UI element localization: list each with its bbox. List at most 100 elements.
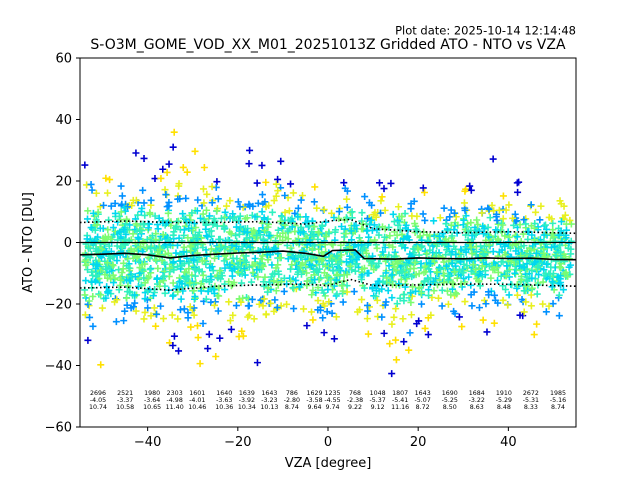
data-point [277, 302, 285, 310]
data-point [137, 281, 145, 289]
data-point [511, 269, 519, 277]
data-point [129, 230, 137, 238]
data-point [81, 291, 89, 299]
data-point [86, 254, 94, 262]
bin-std: 8.50 [443, 404, 457, 411]
data-point [501, 251, 509, 259]
data-point [98, 304, 106, 312]
data-point [516, 255, 524, 263]
data-point [460, 216, 468, 224]
bin-mean: -3.64 [144, 397, 160, 404]
data-point [425, 291, 433, 299]
data-point [468, 250, 476, 258]
data-point [350, 222, 358, 230]
data-point [246, 234, 254, 242]
data-point [272, 264, 280, 272]
data-point [313, 204, 321, 212]
data-point [239, 294, 247, 302]
data-point [339, 298, 347, 306]
data-point [303, 269, 311, 277]
data-point [89, 209, 97, 217]
data-point [522, 220, 530, 228]
data-point [274, 187, 282, 195]
data-point [191, 265, 199, 273]
data-point [332, 313, 340, 321]
data-point [406, 250, 414, 258]
data-point [190, 239, 198, 247]
data-point [273, 232, 281, 240]
data-point [304, 217, 312, 225]
bin-std: 9.22 [348, 404, 362, 411]
data-point [348, 208, 356, 216]
data-point [548, 243, 556, 251]
data-point [530, 245, 538, 253]
bin-std: 10.74 [89, 404, 107, 411]
data-point [166, 264, 174, 272]
data-point [112, 318, 120, 326]
data-point [553, 273, 561, 281]
data-point [170, 332, 178, 340]
data-point [363, 269, 371, 277]
data-point [205, 330, 213, 338]
data-point [557, 218, 565, 226]
data-point [208, 183, 216, 191]
data-point [170, 258, 178, 266]
data-point [339, 287, 347, 295]
data-point [401, 244, 409, 252]
data-point [511, 210, 519, 218]
data-point [235, 333, 243, 341]
data-point [371, 209, 379, 217]
data-point [342, 267, 350, 275]
data-point [398, 268, 406, 276]
data-point [225, 298, 233, 306]
data-point [253, 266, 261, 274]
data-point [221, 213, 229, 221]
data-point [370, 266, 378, 274]
data-point [147, 196, 155, 204]
data-point [225, 278, 233, 286]
data-point [81, 161, 89, 169]
data-point [207, 272, 215, 280]
data-point [452, 213, 460, 221]
data-point [453, 274, 461, 282]
data-point [115, 286, 123, 294]
bin-std: 10.46 [188, 404, 206, 411]
bin-mean: -4.55 [324, 397, 340, 404]
data-point [520, 287, 528, 295]
data-point [499, 192, 507, 200]
data-point [478, 209, 486, 217]
data-point [136, 264, 144, 272]
data-point [358, 209, 366, 217]
data-point [172, 249, 180, 257]
data-point [135, 235, 143, 243]
data-point [512, 240, 520, 248]
data-point [418, 300, 426, 308]
data-point [185, 259, 193, 267]
data-point [358, 217, 366, 225]
data-point [331, 228, 339, 236]
data-point [151, 175, 159, 183]
data-point [173, 263, 181, 271]
data-point [82, 240, 90, 248]
data-point [120, 317, 128, 325]
data-point [520, 308, 528, 316]
data-point [254, 199, 262, 207]
data-point [495, 206, 503, 214]
bin-std: 10.13 [260, 404, 278, 411]
data-point [111, 209, 119, 217]
data-point [141, 308, 149, 316]
data-point [400, 290, 408, 298]
data-point [297, 262, 305, 270]
data-point [102, 174, 110, 182]
data-point [342, 230, 350, 238]
data-point [159, 315, 167, 323]
data-point [469, 261, 477, 269]
data-point [510, 221, 518, 229]
data-point [354, 242, 362, 250]
data-point [102, 263, 110, 271]
data-point [215, 284, 223, 292]
data-point [212, 352, 220, 360]
data-point [394, 203, 402, 211]
data-point [178, 261, 186, 269]
